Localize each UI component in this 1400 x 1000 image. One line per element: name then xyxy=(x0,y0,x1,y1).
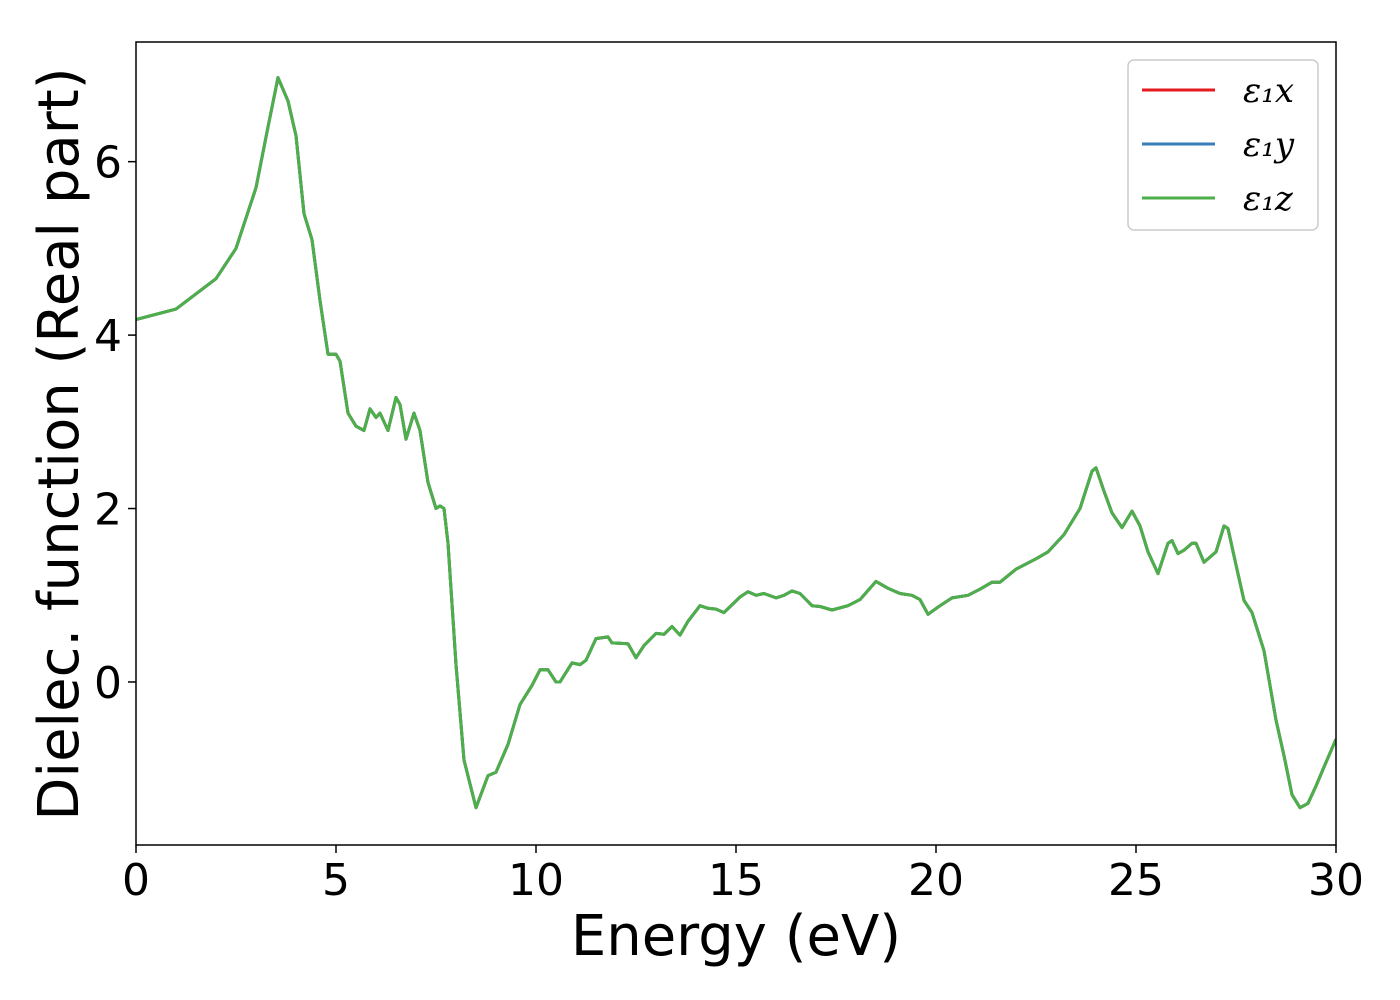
y-tick-label: 6 xyxy=(94,138,122,189)
x-tick-label: 0 xyxy=(122,855,150,906)
data-line xyxy=(136,76,1336,810)
x-tick-label: 20 xyxy=(908,855,964,906)
y-axis-label: Dielec. function (Real part) xyxy=(27,67,92,820)
x-tick-label: 30 xyxy=(1308,855,1364,906)
legend-box xyxy=(1127,59,1319,231)
plot-frame xyxy=(135,41,1337,846)
legend-label: ε₁z xyxy=(1243,179,1294,219)
x-tick-label: 10 xyxy=(508,855,564,906)
y-tick-label: 4 xyxy=(94,311,122,362)
y-tick-label: 2 xyxy=(94,485,122,536)
x-axis-label: Energy (eV) xyxy=(571,904,901,969)
legend-label: ε₁x xyxy=(1243,71,1294,111)
legend-label: ε₁y xyxy=(1243,125,1295,165)
x-tick-label: 15 xyxy=(708,855,764,906)
x-tick-label: 25 xyxy=(1108,855,1164,906)
x-tick-label: 5 xyxy=(322,855,350,906)
y-tick-label: 0 xyxy=(94,658,122,709)
